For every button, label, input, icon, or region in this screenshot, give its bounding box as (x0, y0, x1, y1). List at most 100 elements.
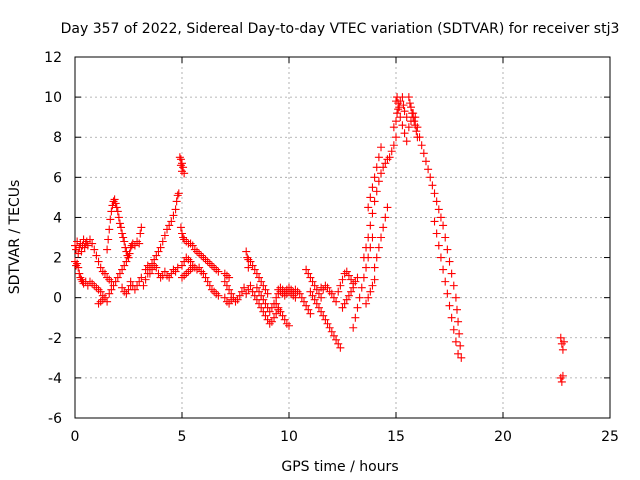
data-point (248, 261, 257, 270)
data-point (222, 271, 231, 280)
data-point (419, 149, 428, 158)
data-point (357, 283, 366, 292)
data-point (231, 297, 240, 306)
data-point (338, 303, 347, 312)
data-point (274, 303, 283, 312)
data-point (377, 233, 386, 242)
data-point (107, 285, 116, 294)
data-point (306, 287, 315, 296)
data-point (227, 295, 236, 304)
data-point (125, 249, 134, 258)
data-point (174, 189, 183, 198)
data-point (160, 231, 169, 240)
data-point (432, 229, 441, 238)
data-point (325, 287, 334, 296)
data-point (314, 303, 323, 312)
y-tick-label: 2 (53, 251, 62, 267)
data-point (74, 263, 83, 272)
data-point (130, 241, 139, 250)
data-point (103, 273, 112, 282)
data-point (434, 205, 443, 214)
data-point (105, 289, 114, 298)
data-point (280, 315, 289, 324)
data-point (366, 221, 375, 230)
data-point (359, 253, 368, 262)
data-point (186, 257, 195, 266)
data-point (113, 273, 122, 282)
data-point (449, 281, 458, 290)
data-point (278, 311, 287, 320)
data-point (379, 223, 388, 232)
data-point (355, 293, 364, 302)
data-point (242, 247, 251, 256)
data-point (199, 253, 208, 262)
data-point (434, 241, 443, 250)
data-point (83, 241, 92, 250)
data-point (152, 263, 161, 272)
data-point (192, 247, 201, 256)
data-point (370, 263, 379, 272)
data-point (124, 285, 133, 294)
data-point (344, 291, 353, 300)
data-point (244, 263, 253, 272)
data-point (285, 321, 293, 330)
data-point (306, 273, 315, 282)
data-point (344, 271, 353, 280)
data-point (329, 331, 338, 340)
data-point (180, 235, 189, 244)
data-point (178, 167, 186, 176)
data-point (252, 283, 261, 292)
data-point (205, 281, 214, 290)
data-point (120, 287, 129, 296)
data-point (389, 123, 398, 132)
y-tick-label: 8 (53, 130, 62, 146)
x-tick-label: 10 (280, 429, 298, 445)
data-point (179, 163, 188, 172)
data-point (154, 269, 163, 278)
data-point (257, 291, 266, 300)
data-point (377, 143, 386, 152)
data-point (443, 245, 452, 254)
data-point (243, 253, 252, 262)
data-point (441, 233, 450, 242)
data-point (133, 237, 142, 246)
y-tick-label: 6 (53, 170, 62, 186)
data-point (246, 281, 255, 290)
data-point (394, 105, 403, 114)
data-point (366, 287, 375, 296)
data-point (163, 225, 172, 234)
data-point (259, 281, 268, 290)
data-point (411, 113, 420, 122)
data-point (340, 299, 349, 308)
data-point (210, 287, 219, 296)
data-point (165, 221, 174, 230)
data-point (304, 305, 313, 314)
data-point (135, 277, 144, 286)
data-point (88, 279, 97, 288)
data-point (250, 265, 259, 274)
data-point (178, 159, 186, 168)
data-point (104, 235, 113, 244)
data-point (201, 273, 210, 282)
data-point (406, 117, 415, 126)
data-point (405, 99, 414, 108)
data-point (323, 319, 332, 328)
data-point (327, 327, 336, 336)
data-point (139, 281, 148, 290)
data-point (370, 197, 379, 206)
data-point (340, 269, 349, 278)
data-point (119, 233, 128, 242)
data-point (276, 283, 285, 292)
data-point (111, 277, 120, 286)
data-point (205, 259, 214, 268)
data-point (112, 203, 121, 212)
data-point (447, 313, 456, 322)
data-point (445, 257, 454, 266)
data-point (201, 255, 210, 264)
data-point (173, 191, 182, 200)
data-point (396, 97, 405, 106)
data-point (364, 293, 373, 302)
data-point (280, 287, 289, 296)
data-point (276, 307, 285, 316)
data-point (85, 277, 94, 286)
